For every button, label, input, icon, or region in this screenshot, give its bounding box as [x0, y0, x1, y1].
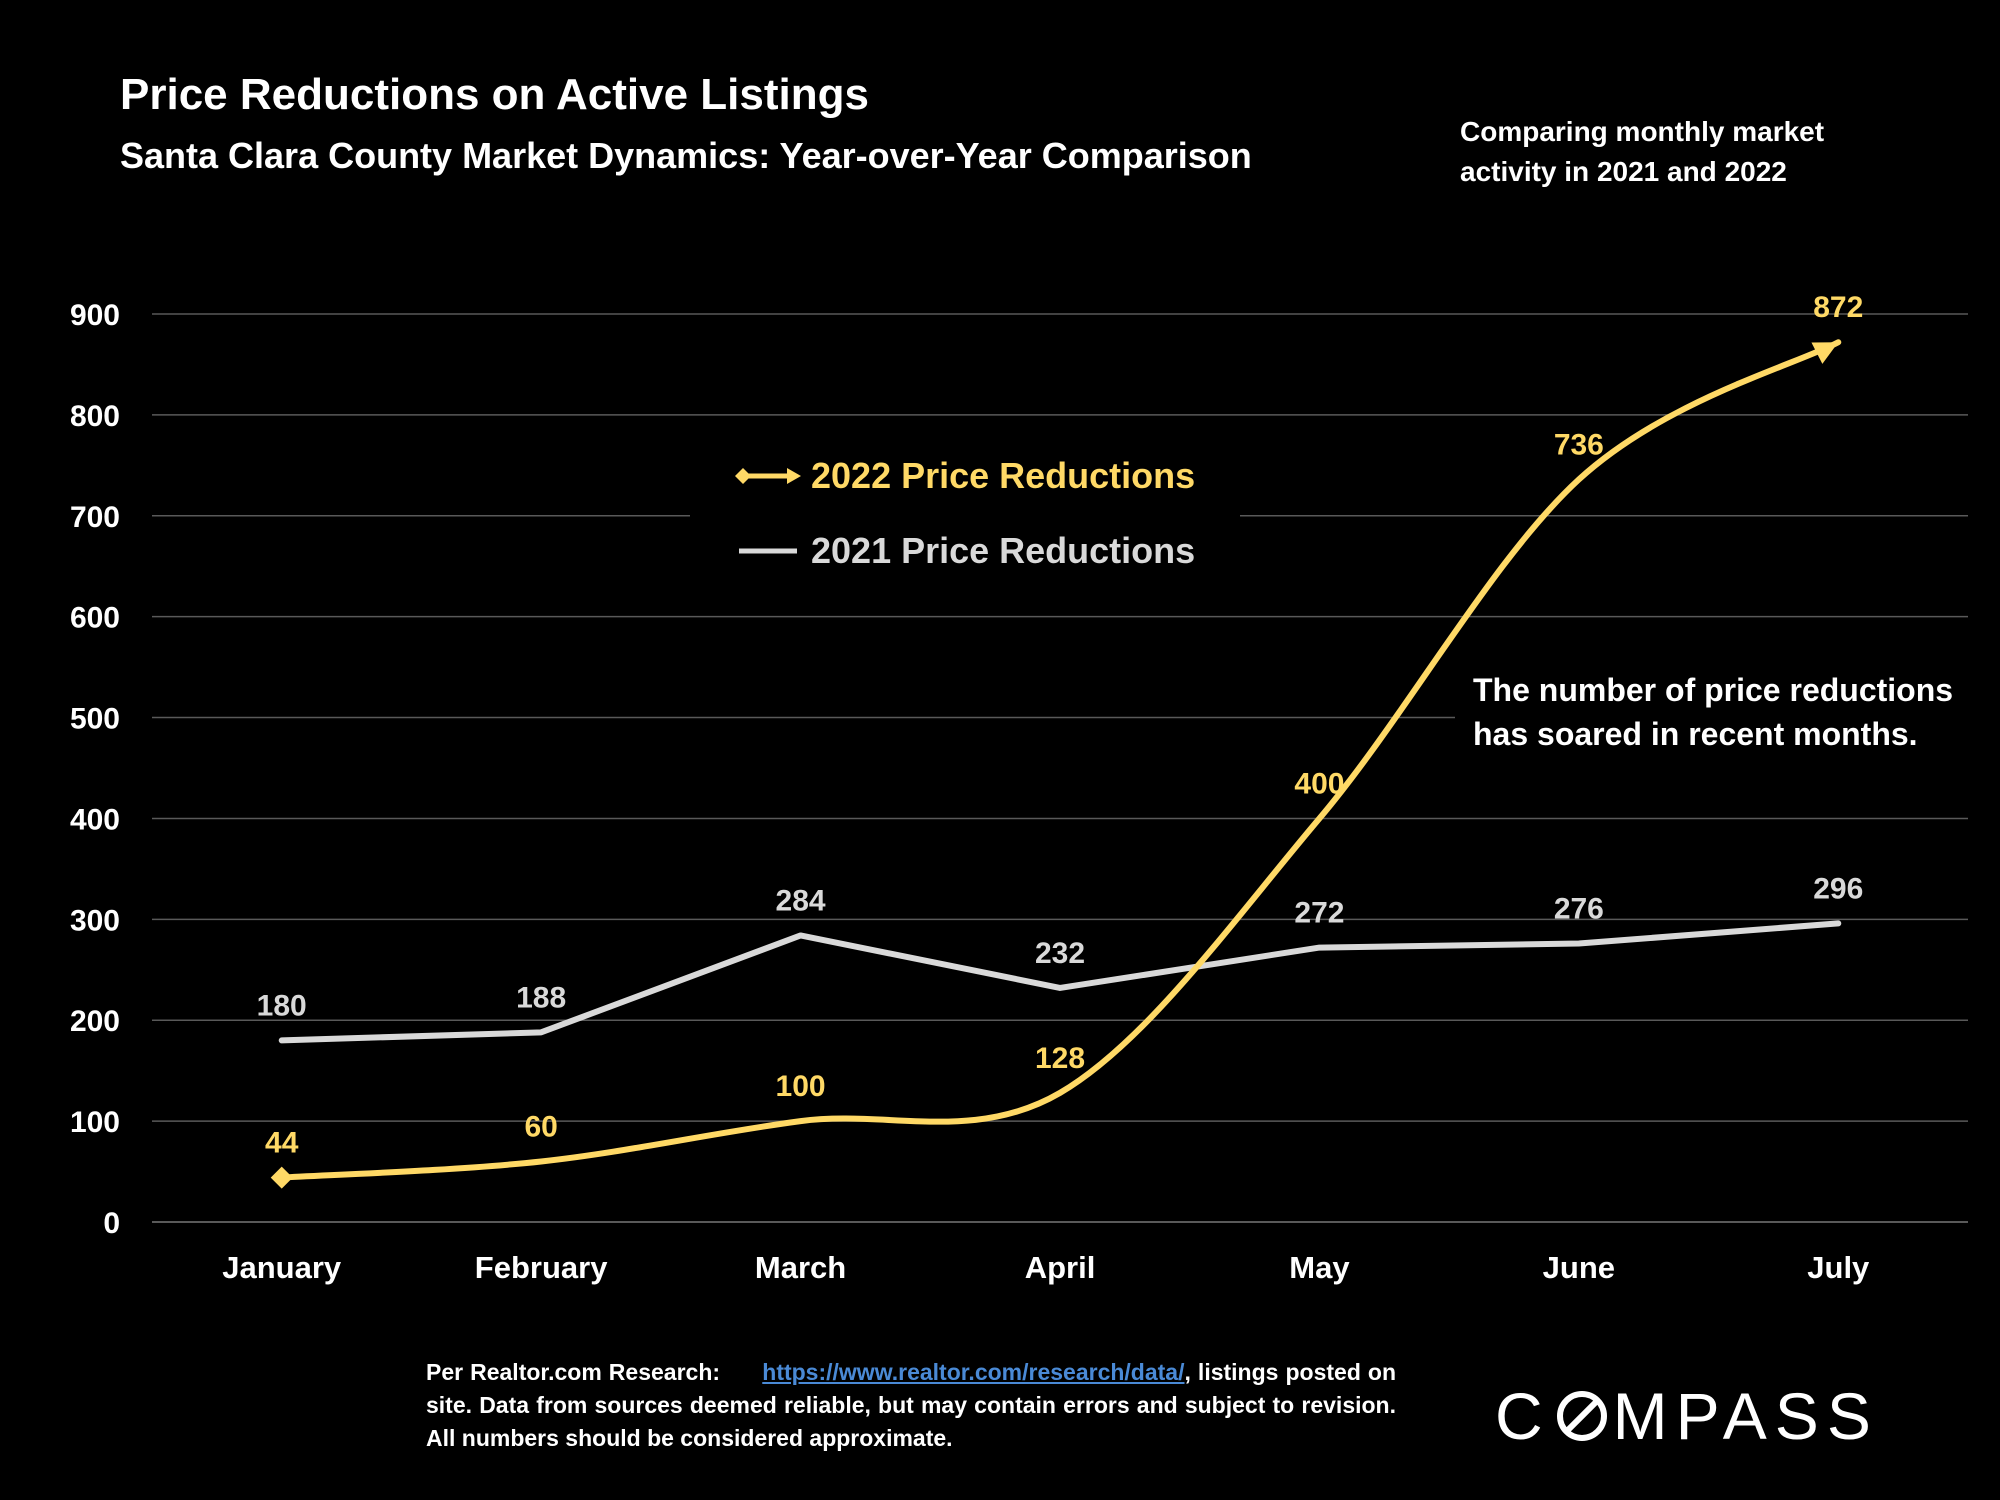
data-label-2021: 272 [1294, 897, 1344, 930]
x-tick-label: July [1807, 1250, 1870, 1285]
start-diamond-marker [270, 1166, 293, 1189]
legend-item-2022: 2022 Price Reductions [735, 446, 1195, 506]
compass-logo: C MPASS [1495, 1378, 1879, 1454]
series-lines [270, 339, 1842, 1189]
source-link[interactable]: https://www.realtor.com/research/data/ [762, 1359, 1185, 1385]
data-label-2022: 736 [1554, 428, 1604, 461]
compass-o-icon [1556, 1391, 1607, 1441]
logo-text-start: C [1495, 1379, 1551, 1453]
x-tick-label: March [755, 1250, 846, 1285]
y-tick-label: 400 [70, 803, 120, 836]
data-label-2021: 180 [257, 989, 307, 1022]
x-tick-label: June [1543, 1250, 1615, 1285]
annotation-callout: The number of price reductions has soare… [1455, 660, 2000, 764]
data-label-2022: 872 [1813, 291, 1863, 324]
data-label-2021: 276 [1554, 893, 1604, 926]
chart-subtitle: Santa Clara County Market Dynamics: Year… [120, 135, 1252, 176]
data-label-2021: 232 [1035, 937, 1085, 970]
legend-swatch-2021-icon [739, 548, 797, 554]
end-arrow-marker [1811, 342, 1839, 364]
data-label-2022: 400 [1294, 767, 1344, 800]
footnote-prefix: Per Realtor.com Research: [426, 1359, 721, 1385]
y-tick-label: 0 [103, 1207, 120, 1240]
x-tick-label: February [475, 1250, 608, 1285]
y-tick-label: 900 [70, 299, 120, 332]
data-labels: 180 188 284 232 272 276 296 44 60 100 128 400 736 872 [257, 291, 1864, 1159]
x-tick-label: May [1289, 1250, 1350, 1285]
logo-text-end: MPASS [1612, 1379, 1879, 1453]
chart-title: Price Reductions on Active Listings [120, 70, 869, 119]
x-tick-label: April [1025, 1250, 1096, 1285]
y-tick-label: 100 [70, 1106, 120, 1139]
y-axis-ticks: 0 100 200 300 400 500 600 700 800 900 [70, 299, 120, 1240]
x-tick-label: January [222, 1250, 342, 1285]
x-axis-ticks: January February March April May June July [222, 1250, 1870, 1285]
data-label-2022: 44 [265, 1127, 299, 1160]
legend-item-2021: 2021 Price Reductions [735, 521, 1195, 581]
legend-label-2022: 2022 Price Reductions [811, 455, 1196, 496]
data-label-2022: 100 [776, 1070, 826, 1103]
footnote-suffix: , listings posted on site. Data from sou… [426, 1359, 1396, 1451]
y-tick-label: 800 [70, 400, 120, 433]
corner-note: Comparing monthly market activity in 202… [1460, 116, 1825, 187]
y-tick-label: 500 [70, 703, 120, 736]
data-label-2021: 284 [776, 884, 826, 917]
gridlines [152, 313, 1968, 1223]
y-tick-label: 700 [70, 501, 120, 534]
chart-legend: 2022 Price Reductions 2021 Price Reducti… [690, 440, 1240, 590]
data-label-2022: 128 [1035, 1042, 1085, 1075]
y-tick-label: 200 [70, 1005, 120, 1038]
y-tick-label: 300 [70, 904, 120, 937]
data-label-2021: 296 [1813, 872, 1863, 905]
legend-label-2021: 2021 Price Reductions [811, 530, 1196, 571]
source-footnote: Per Realtor.com Research: https://www.re… [426, 1356, 1396, 1455]
y-tick-label: 600 [70, 602, 120, 635]
data-label-2022: 60 [524, 1110, 557, 1143]
data-label-2021: 188 [516, 981, 566, 1014]
series-line-2021 [278, 920, 1842, 1044]
legend-swatch-2022-icon [735, 468, 801, 484]
series-line-2022 [278, 339, 1842, 1181]
